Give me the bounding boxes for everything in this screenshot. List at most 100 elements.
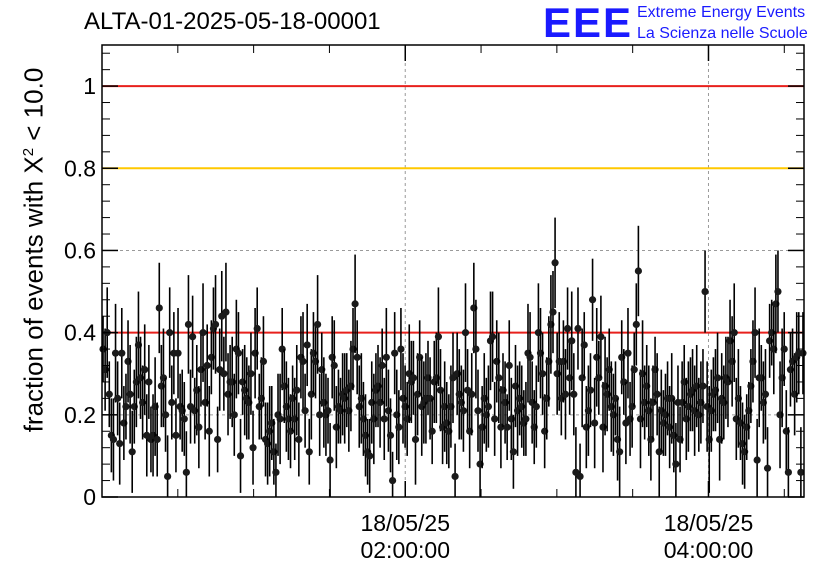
data-points <box>99 217 807 497</box>
data-point <box>172 431 180 439</box>
data-point <box>474 407 482 415</box>
data-point <box>699 382 707 390</box>
data-point <box>459 407 468 415</box>
data-point <box>205 427 213 435</box>
data-point <box>166 329 174 337</box>
data-point <box>164 472 172 481</box>
data-point <box>568 337 576 345</box>
data-point <box>472 345 480 353</box>
data-point <box>382 353 390 361</box>
data-point <box>272 468 280 476</box>
data-point <box>326 456 334 464</box>
data-point <box>105 390 113 398</box>
data-point <box>222 308 230 316</box>
data-point <box>563 324 572 333</box>
data-point <box>551 259 559 267</box>
data-point <box>293 386 301 394</box>
logo-line-2: La Scienza nelle Scuole <box>637 25 808 42</box>
data-point <box>434 333 443 341</box>
data-point <box>220 370 228 378</box>
data-point <box>316 411 324 419</box>
data-point <box>526 353 534 361</box>
data-point <box>616 448 624 456</box>
chart-title: ALTA-01-2025-05-18-00001 <box>84 8 381 35</box>
data-point <box>324 407 332 415</box>
data-point <box>122 403 130 411</box>
y-axis: 0 0.2 0.4 0.6 0.8 1 <box>64 52 804 510</box>
data-point <box>495 374 503 382</box>
data-point <box>570 390 578 398</box>
data-point <box>672 460 680 468</box>
data-point <box>451 472 459 481</box>
data-point <box>468 390 476 398</box>
data-point <box>509 448 518 456</box>
data-point <box>128 448 136 456</box>
data-point <box>114 394 122 402</box>
data-point <box>701 287 709 296</box>
data-point <box>576 472 584 481</box>
data-point <box>203 361 211 370</box>
data-point <box>116 439 124 448</box>
data-point <box>491 415 499 423</box>
data-point <box>234 349 243 357</box>
data-point <box>561 390 570 398</box>
y-tick-label: 0.6 <box>64 237 96 263</box>
data-point <box>378 361 386 370</box>
data-point <box>301 407 309 415</box>
data-point <box>174 349 182 357</box>
data-point <box>161 411 170 419</box>
plot-frame <box>101 44 805 498</box>
data-point <box>630 366 638 374</box>
y-tick-label: 1 <box>83 73 96 99</box>
y-tick-label: 0.8 <box>64 155 96 181</box>
data-point <box>182 468 190 476</box>
data-point <box>211 320 220 329</box>
eee-logo: EEE Extreme Energy Events La Scienza nel… <box>543 2 833 48</box>
data-point <box>799 349 807 357</box>
data-point <box>411 435 420 444</box>
data-point <box>503 423 511 431</box>
data-point <box>428 427 436 435</box>
data-point <box>591 419 599 427</box>
data-point <box>180 415 188 423</box>
data-point <box>330 361 338 370</box>
data-point <box>195 423 203 431</box>
reference-lines <box>102 85 804 334</box>
data-point <box>299 357 307 365</box>
data-point <box>388 476 397 485</box>
y-tick-label: 0.2 <box>64 402 96 428</box>
data-point <box>366 452 374 460</box>
data-point <box>461 329 470 337</box>
data-point <box>505 361 513 370</box>
data-point <box>653 390 661 398</box>
data-point <box>141 366 149 374</box>
data-point <box>391 349 399 357</box>
data-point <box>155 304 163 312</box>
data-point <box>588 296 597 304</box>
data-point <box>189 333 197 341</box>
y-tick-label: 0.4 <box>64 320 96 346</box>
data-point <box>532 403 540 411</box>
data-point <box>784 468 792 476</box>
data-point <box>313 320 322 329</box>
data-point <box>305 448 313 456</box>
data-point <box>797 468 805 476</box>
data-point <box>586 386 595 394</box>
data-point <box>488 333 497 341</box>
logo-mark: EEE <box>543 0 634 46</box>
data-point <box>214 435 222 444</box>
x-tick-label-time: 02:00:00 <box>360 537 450 563</box>
data-point <box>751 329 759 337</box>
data-point <box>409 374 418 382</box>
data-point <box>386 431 395 439</box>
data-point <box>247 370 255 378</box>
data-point <box>303 341 311 349</box>
logo-line-1: Extreme Energy Events <box>637 4 806 21</box>
data-point <box>774 287 782 296</box>
data-point <box>574 324 582 333</box>
x-tick-label-date: 18/05/25 <box>360 510 450 536</box>
data-point <box>549 308 557 316</box>
data-point <box>780 345 788 353</box>
